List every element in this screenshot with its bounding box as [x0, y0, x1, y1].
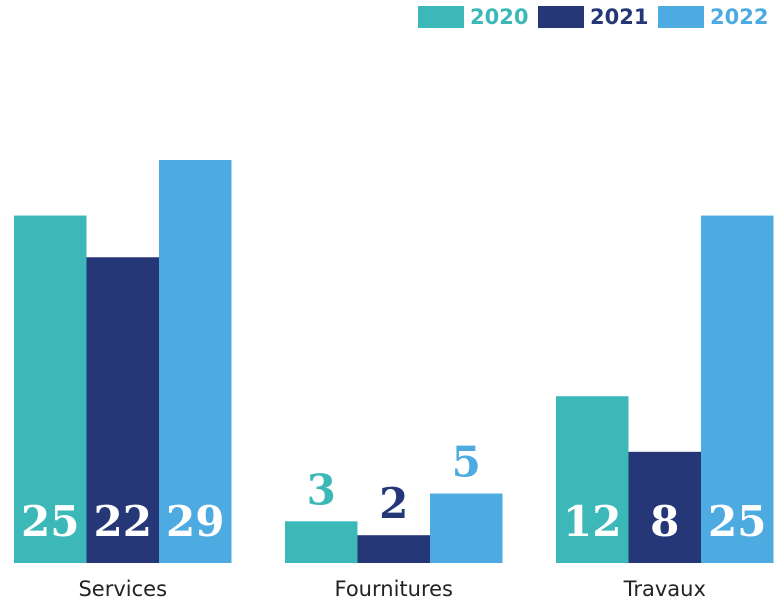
legend-label: 2020 — [470, 5, 528, 29]
data-label: 8 — [650, 497, 679, 546]
x-tick-label: Fournitures — [335, 577, 453, 601]
bar — [628, 451, 701, 563]
data-label: 22 — [94, 497, 152, 546]
data-label: 3 — [307, 465, 336, 514]
bar — [357, 535, 430, 563]
legend-label: 2022 — [710, 5, 768, 29]
bar — [285, 521, 358, 563]
bar — [159, 159, 232, 563]
data-label: 12 — [563, 497, 621, 546]
data-label: 29 — [166, 497, 224, 546]
data-label: 2 — [379, 479, 408, 528]
legend-swatch — [658, 6, 704, 28]
bar — [556, 396, 629, 563]
bar — [430, 493, 503, 563]
bar — [14, 215, 87, 564]
data-label: 25 — [21, 497, 79, 546]
data-label: 5 — [452, 438, 481, 487]
data-label: 25 — [708, 497, 766, 546]
x-tick-label: Travaux — [623, 577, 706, 601]
x-tick-label: Services — [78, 577, 167, 601]
bar — [701, 215, 774, 564]
legend-swatch — [538, 6, 584, 28]
legend-swatch — [418, 6, 464, 28]
legend-label: 2021 — [590, 5, 648, 29]
bar — [86, 257, 159, 563]
